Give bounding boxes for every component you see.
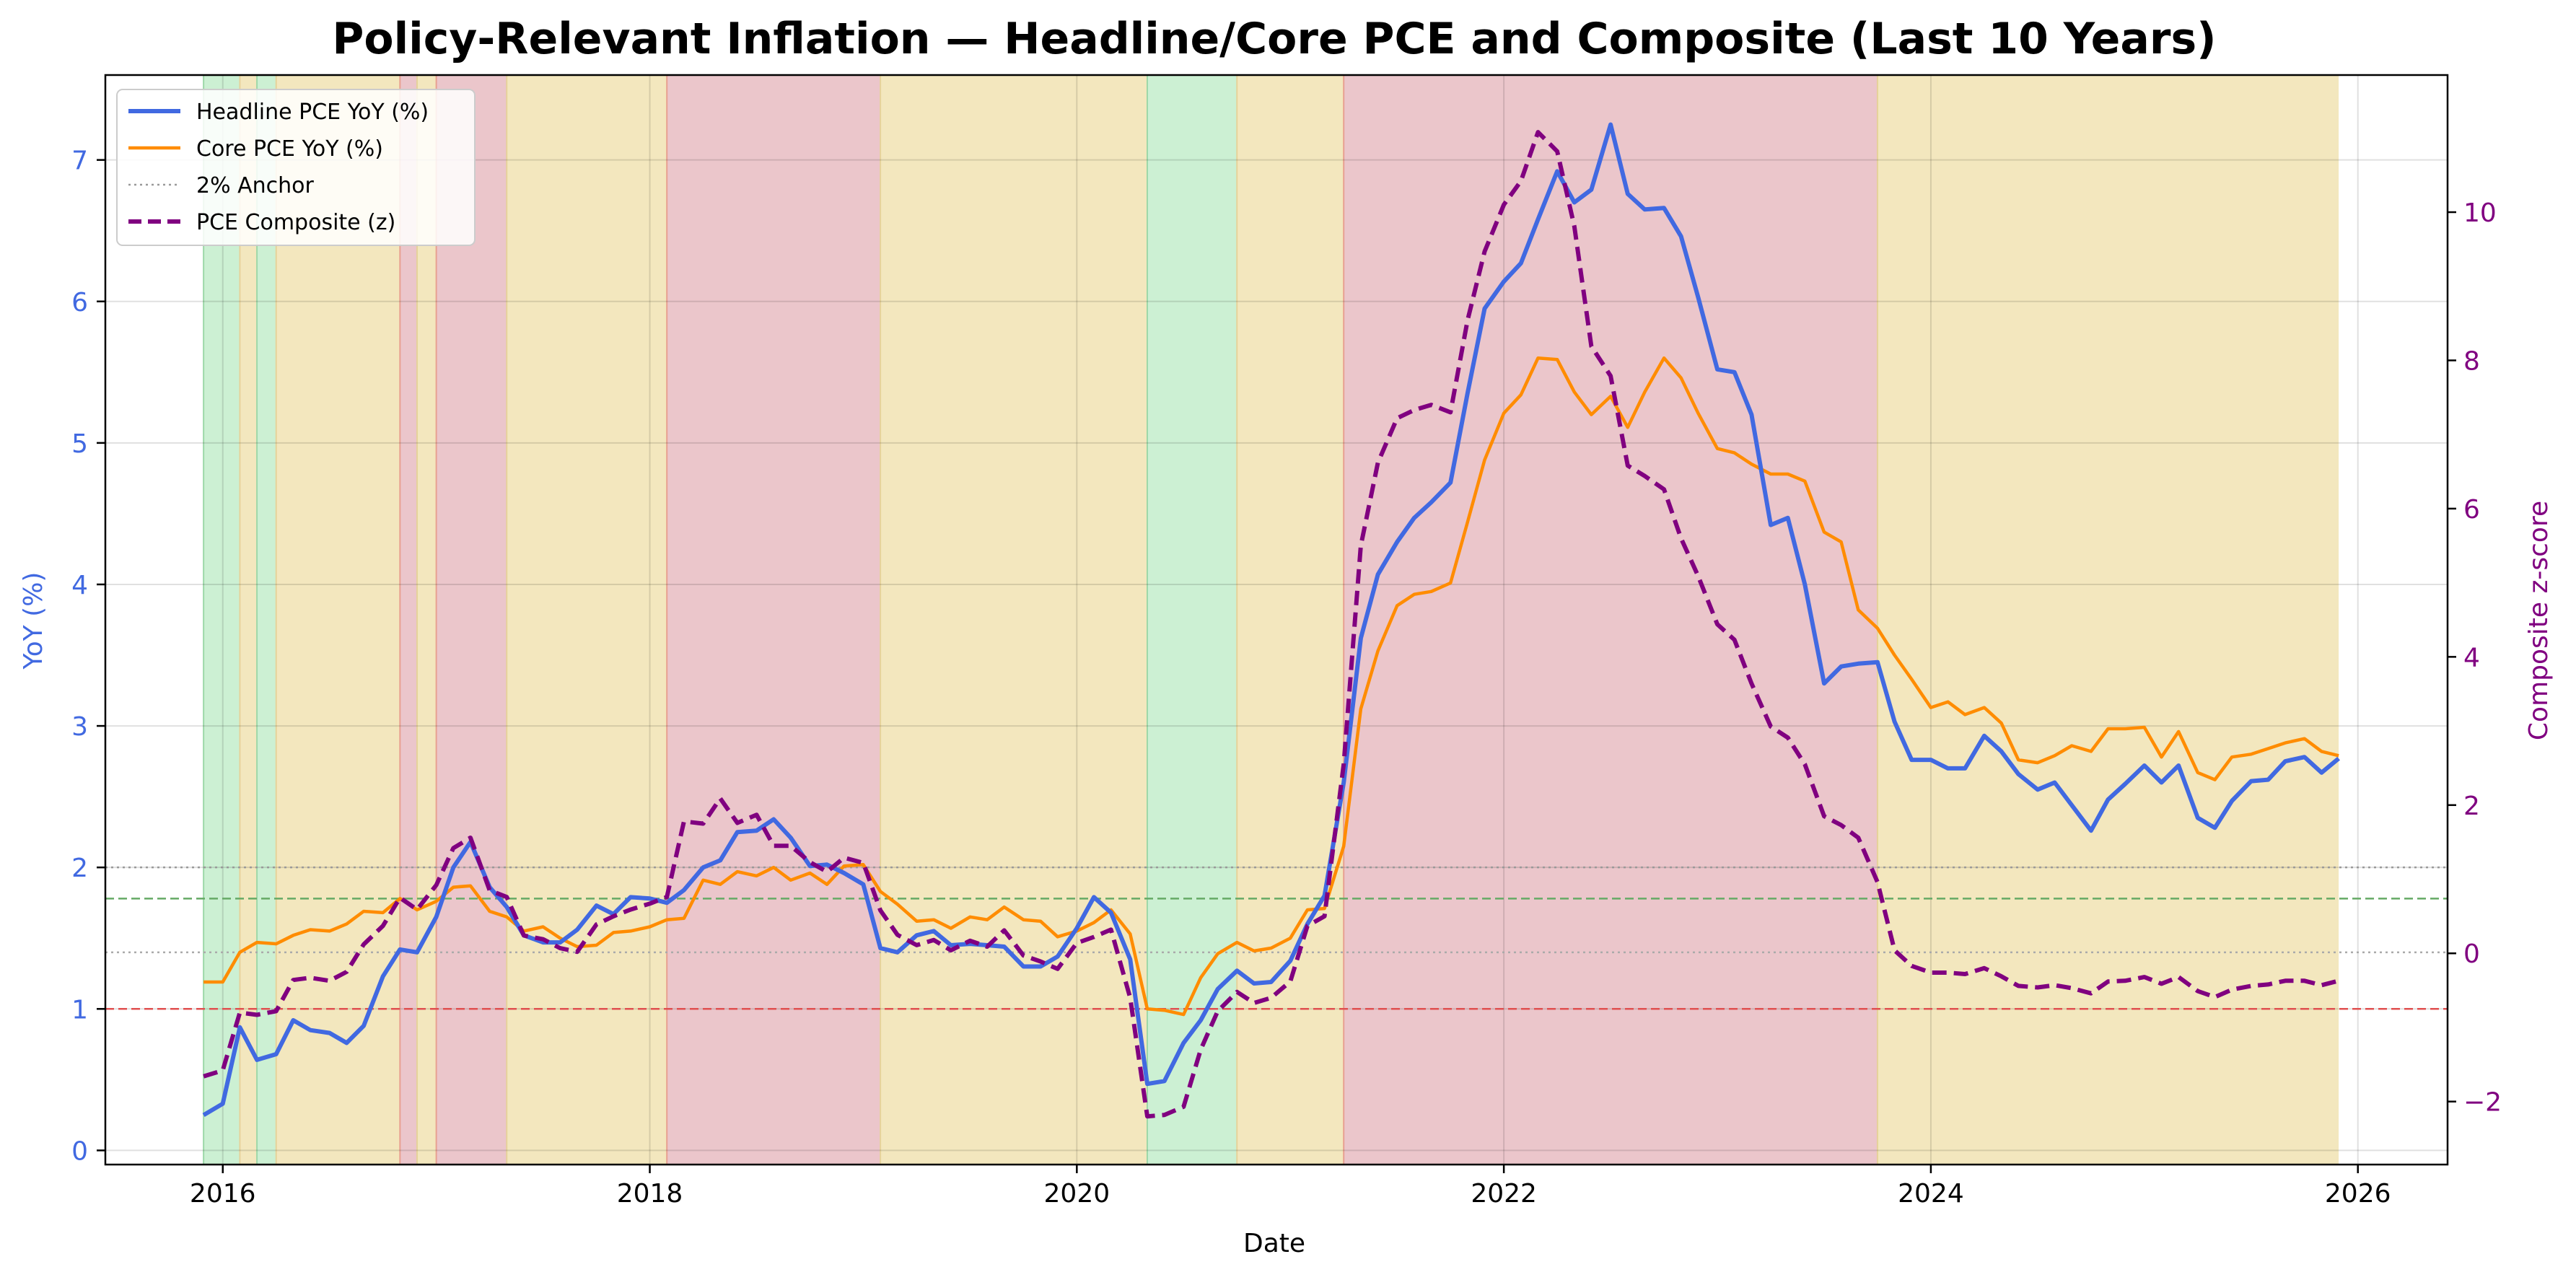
regime-band-yellow <box>1237 75 1344 1165</box>
regime-band-green <box>1147 75 1237 1165</box>
y2-axis-label: Composite z-score <box>2524 501 2554 740</box>
y2-tick-label: 8 <box>2463 346 2480 376</box>
plot-area: 2016 2018 2020 2022 2024 2026 0 1 2 3 4 5 6 7 −2 0 2 4 6 8 1… <box>71 74 2502 1209</box>
regime-band-yellow <box>240 75 258 1165</box>
plot-frame <box>104 74 2449 1166</box>
y-tick-label: 1 <box>71 995 88 1025</box>
series-line-core <box>203 356 2339 1017</box>
x-tick-label: 2020 <box>1044 1179 1110 1209</box>
y2-tick-label: 0 <box>2463 939 2480 969</box>
regime-band-green <box>257 75 276 1165</box>
x-tick-label: 2026 <box>2325 1179 2391 1209</box>
x-tick-label: 2018 <box>617 1179 683 1209</box>
legend-label-headline: Headline PCE YoY (%) <box>196 100 429 125</box>
y-tick-label: 5 <box>71 429 88 459</box>
y-tick-label: 6 <box>71 288 88 317</box>
regime-band-yellow <box>417 75 437 1165</box>
y2-tick-label: 6 <box>2463 495 2480 525</box>
legend: Headline PCE YoY (%) Core PCE YoY (%) 2% A… <box>116 89 476 246</box>
y-tick-label: 2 <box>71 854 88 883</box>
x-tick-label: 2022 <box>1471 1179 1537 1209</box>
y2-tick-label: −2 <box>2463 1088 2502 1118</box>
regime-band-red <box>436 75 507 1165</box>
x-axis-label: Date <box>1243 1229 1305 1258</box>
series-line-composite <box>203 130 2339 1119</box>
legend-box <box>116 89 476 246</box>
regime-band-yellow <box>507 75 667 1165</box>
regime-band-red <box>400 75 418 1165</box>
series-line-headline <box>202 122 2341 1117</box>
y-tick-label: 7 <box>71 146 88 176</box>
x-tick-label: 2024 <box>1898 1179 1964 1209</box>
y2-tick-label: 2 <box>2463 792 2480 821</box>
regime-band-yellow <box>880 75 1147 1165</box>
legend-label-core: Core PCE YoY (%) <box>196 136 383 162</box>
y2-tick-label: 10 <box>2463 198 2497 228</box>
y-tick-label: 3 <box>71 712 88 742</box>
regime-band-yellow <box>1877 75 2339 1165</box>
regime-band-red <box>667 75 881 1165</box>
x-tick-label: 2016 <box>190 1179 256 1209</box>
chart-title: Policy-Relevant Inflation — Headline/Cor… <box>332 14 2216 64</box>
y-tick-label: 0 <box>71 1136 88 1166</box>
regime-band-red <box>1344 75 1878 1165</box>
y-tick-label: 4 <box>71 571 88 600</box>
y-axis-label: YoY (%) <box>19 572 48 670</box>
y2-tick-label: 4 <box>2463 643 2480 672</box>
legend-label-anchor: 2% Anchor <box>196 173 315 198</box>
legend-label-composite: PCE Composite (z) <box>196 210 395 235</box>
